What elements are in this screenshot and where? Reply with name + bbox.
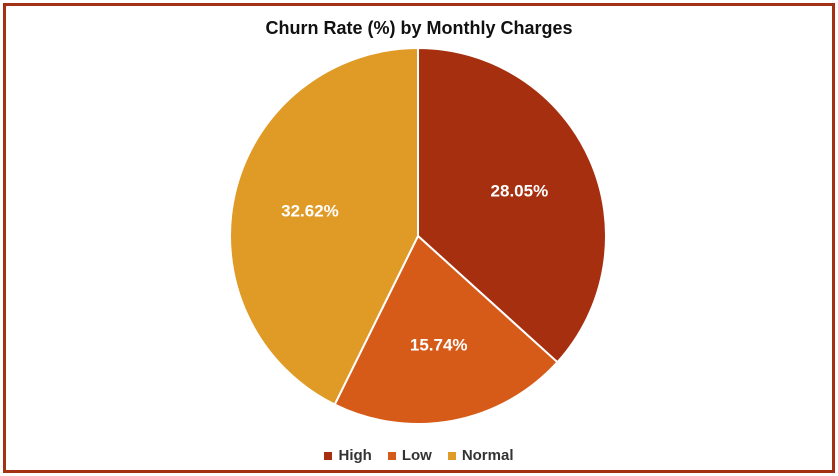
legend-label-low: Low: [401, 447, 432, 464]
legend: High Low Normal: [0, 447, 838, 464]
legend-item-high: High: [324, 447, 372, 464]
pie-slice-high: [417, 46, 607, 364]
data-label-high: 28.05%: [491, 182, 549, 201]
legend-label-high: High: [338, 447, 372, 464]
legend-label-normal: Normal: [461, 447, 514, 464]
legend-item-normal: Normal: [447, 447, 514, 464]
pie-slice-low: [333, 234, 559, 425]
legend-item-low: Low: [387, 447, 432, 464]
pie-slice-normal: [229, 46, 419, 406]
data-label-normal: 32.62%: [281, 201, 339, 220]
legend-swatch-low: [387, 451, 396, 460]
data-label-low: 15.74%: [410, 335, 468, 354]
legend-swatch-normal: [447, 451, 456, 460]
legend-swatch-high: [324, 451, 333, 460]
chart-title: Churn Rate (%) by Monthly Charges: [265, 18, 573, 38]
